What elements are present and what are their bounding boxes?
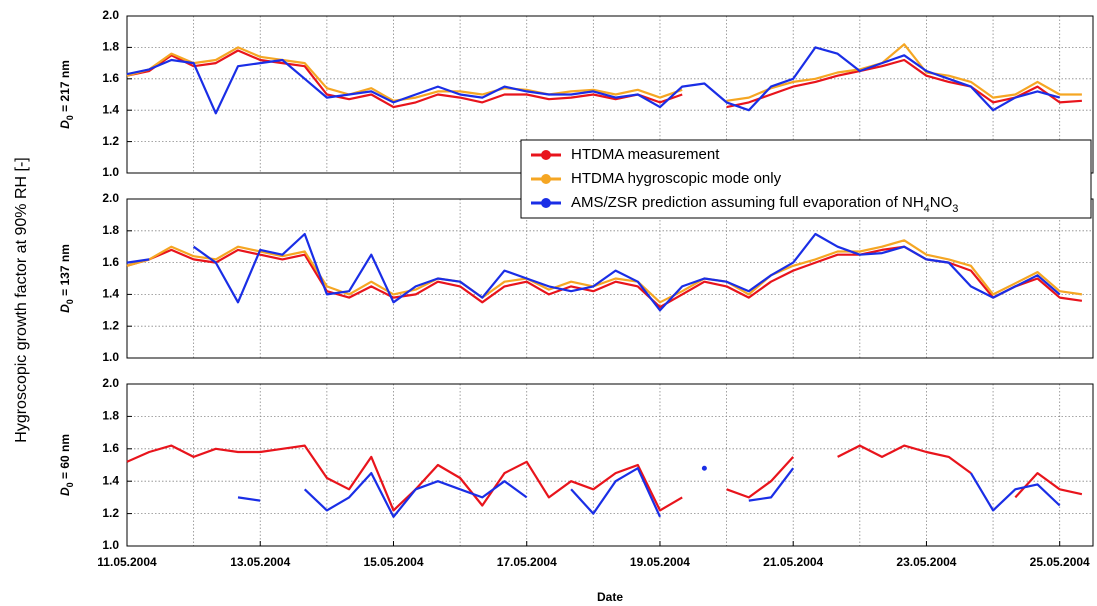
x-tick-label: 11.05.2004 bbox=[97, 555, 157, 569]
series-line bbox=[192, 232, 1061, 312]
y-tick-label: 1.2 bbox=[102, 318, 119, 332]
series-line bbox=[748, 467, 795, 502]
series-line bbox=[570, 467, 662, 518]
x-tick-label: 25.05.2004 bbox=[1030, 555, 1090, 569]
panel-y-label-part: 0 bbox=[65, 299, 75, 304]
panel-y-label-part: = 137 nm bbox=[58, 244, 72, 299]
plot-frame bbox=[126, 198, 1094, 359]
series-line bbox=[126, 258, 150, 264]
panel-y-label-part: D bbox=[58, 304, 72, 313]
y-tick-label: 1.0 bbox=[102, 538, 119, 552]
y-tick-label: 1.6 bbox=[102, 441, 119, 455]
series-line bbox=[126, 49, 683, 109]
panel-y-label-part: 0 bbox=[65, 115, 75, 120]
series-line bbox=[726, 58, 1082, 109]
series-line bbox=[126, 245, 1083, 309]
panel-y-label-part: = 60 nm bbox=[58, 434, 72, 482]
y-tick-label: 1.2 bbox=[102, 134, 119, 148]
panel-y-label-part: D bbox=[58, 487, 72, 496]
panel-y-label: D0 = 137 nm bbox=[58, 244, 75, 313]
legend-marker bbox=[541, 198, 551, 208]
data-point bbox=[701, 465, 707, 471]
y-tick-label: 2.0 bbox=[102, 191, 119, 205]
y-tick-label: 1.6 bbox=[102, 71, 119, 85]
panel-y-label-part: D bbox=[58, 120, 72, 129]
y-tick-label: 1.4 bbox=[102, 287, 119, 301]
series-line bbox=[237, 496, 261, 502]
panel-y-label: D0 = 217 nm bbox=[58, 60, 75, 129]
series-line bbox=[303, 472, 528, 518]
plot-frame bbox=[126, 383, 1094, 547]
y-tick-label: 1.6 bbox=[102, 255, 119, 269]
legend-marker bbox=[541, 174, 551, 184]
series-line bbox=[126, 239, 1083, 304]
y-tick-label: 1.4 bbox=[102, 473, 119, 487]
panel-y-label: D0 = 60 nm bbox=[58, 434, 75, 496]
x-tick-label: 21.05.2004 bbox=[763, 555, 823, 569]
x-axis-title: Date bbox=[597, 590, 623, 604]
series-line bbox=[126, 46, 1060, 115]
legend-box bbox=[520, 139, 1092, 219]
y-tick-label: 1.0 bbox=[102, 350, 119, 364]
x-tick-label: 23.05.2004 bbox=[896, 555, 956, 569]
series-line bbox=[969, 472, 1061, 512]
y-tick-label: 1.4 bbox=[102, 102, 119, 116]
legend-label: HTDMA hygroscopic mode only bbox=[571, 170, 782, 187]
y-tick-label: 1.2 bbox=[102, 506, 119, 520]
y-tick-label: 2.0 bbox=[102, 376, 119, 390]
legend-marker bbox=[541, 150, 551, 160]
x-tick-label: 17.05.2004 bbox=[497, 555, 557, 569]
y-tick-label: 2.0 bbox=[102, 8, 119, 22]
y-tick-label: 1.8 bbox=[102, 40, 119, 54]
panel-y-label-part: 0 bbox=[65, 482, 75, 487]
y-axis-title: Hygroscopic growth factor at 90% RH [-] bbox=[13, 157, 30, 442]
x-tick-label: 13.05.2004 bbox=[230, 555, 290, 569]
series-line bbox=[1014, 472, 1083, 499]
x-tick-label: 19.05.2004 bbox=[630, 555, 690, 569]
legend-label: AMS/ZSR prediction assuming full evapora… bbox=[571, 194, 958, 215]
series-line bbox=[837, 444, 972, 474]
series-line bbox=[726, 456, 795, 499]
panel-y-label-part: = 217 nm bbox=[58, 60, 72, 115]
y-tick-label: 1.8 bbox=[102, 223, 119, 237]
series-line bbox=[726, 43, 1082, 102]
legend-label: HTDMA measurement bbox=[571, 146, 720, 163]
x-tick-label: 15.05.2004 bbox=[363, 555, 423, 569]
y-tick-label: 1.8 bbox=[102, 409, 119, 423]
series-line bbox=[126, 444, 683, 512]
y-tick-label: 1.0 bbox=[102, 165, 119, 179]
